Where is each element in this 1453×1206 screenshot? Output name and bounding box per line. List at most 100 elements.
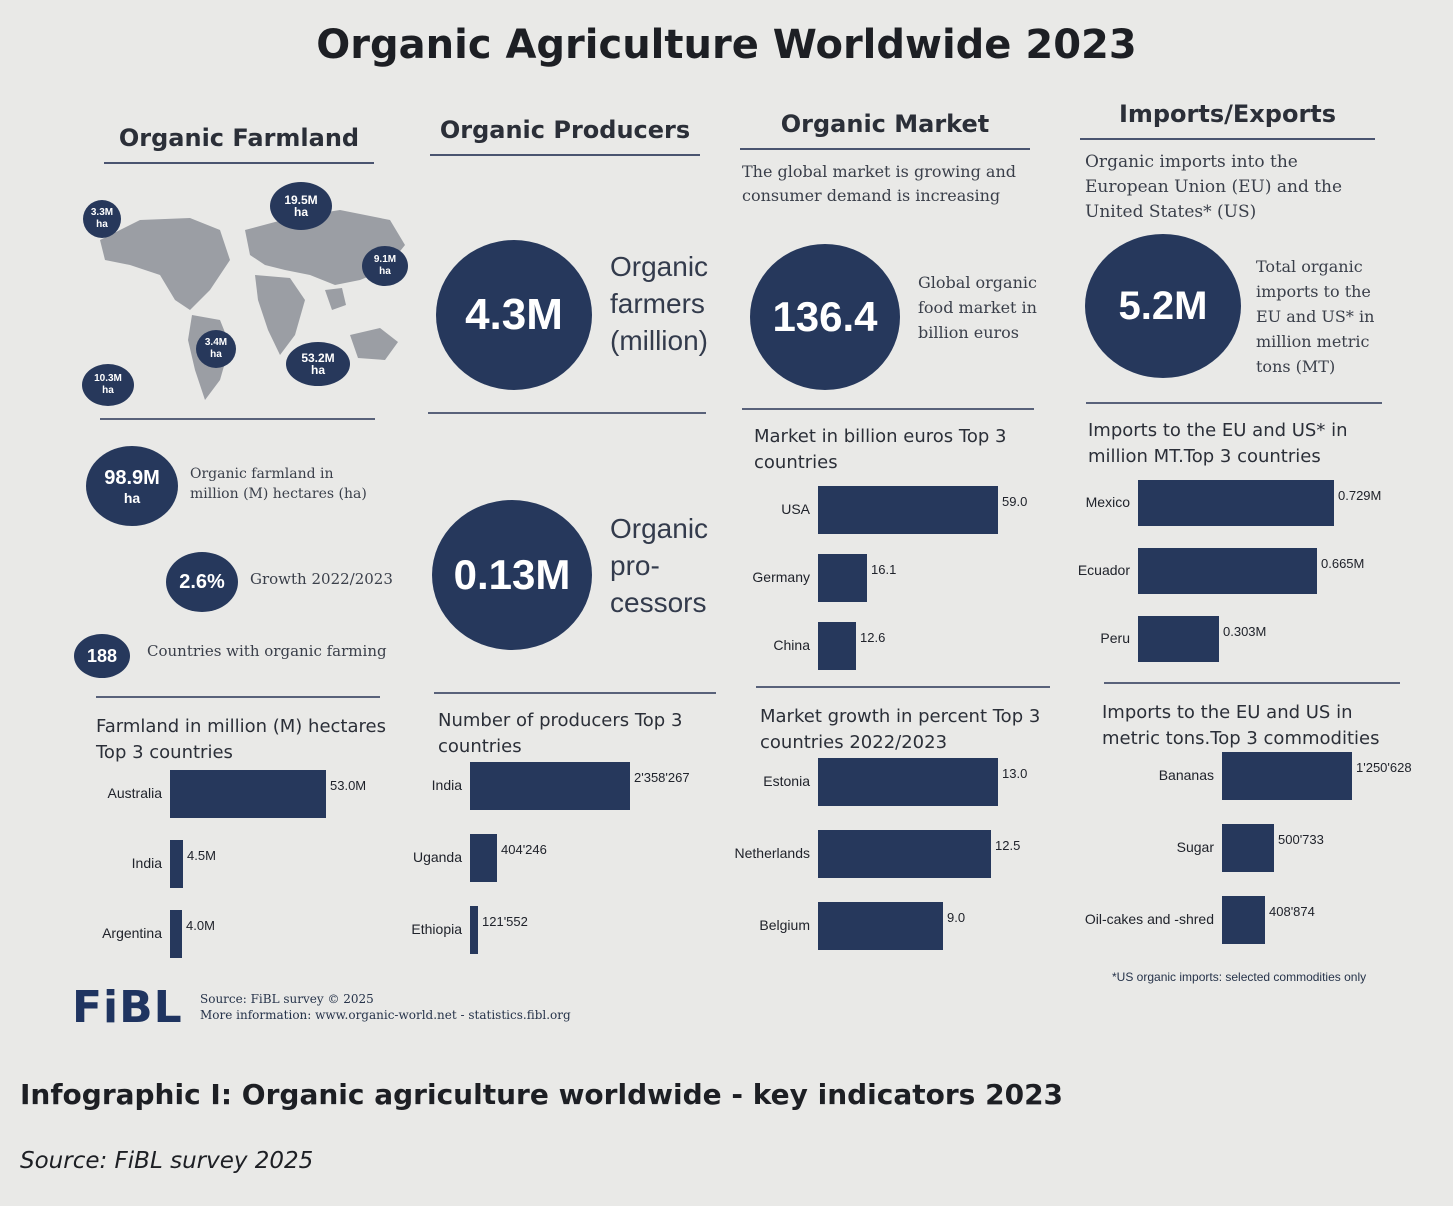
source-line-1: Source: FiBL survey © 2025 bbox=[200, 992, 374, 1006]
bar bbox=[818, 758, 998, 806]
bar-label: Estonia bbox=[763, 773, 810, 789]
market-top3-chart: USA 59.0 Germany 16.1 China 12.6 bbox=[740, 486, 1050, 686]
bar-value-label: 500'733 bbox=[1278, 832, 1324, 847]
bar-label: Germany bbox=[752, 569, 810, 585]
bar-label: Ecuador bbox=[1077, 562, 1130, 578]
bar-value-label: 4.5M bbox=[187, 848, 216, 863]
bar-value-label: 0.665M bbox=[1321, 556, 1365, 571]
bar-value-label: 1'250'628 bbox=[1356, 760, 1412, 775]
fibl-logo: FiBL bbox=[72, 982, 183, 1033]
source-line-2: More information: www.organic-world.net … bbox=[200, 1008, 571, 1022]
farmers-label: Organic farmers (million) bbox=[610, 251, 709, 356]
bar-value-label: 4.0M bbox=[186, 918, 215, 933]
bar-label: Uganda bbox=[412, 849, 462, 865]
countries-badge: 188 bbox=[74, 634, 130, 678]
bar bbox=[170, 840, 183, 888]
bar bbox=[818, 902, 943, 950]
bar-value-label: 121'552 bbox=[482, 914, 528, 929]
bar bbox=[470, 906, 478, 954]
market-intro: The global market is growing and consume… bbox=[742, 162, 1017, 205]
bar-label: China bbox=[773, 637, 810, 653]
bar-value-label: 0.729M bbox=[1338, 488, 1382, 503]
divider bbox=[1104, 682, 1400, 684]
bar-label: Oil-cakes and -shred bbox=[1084, 911, 1214, 927]
bar bbox=[470, 834, 497, 882]
commodities-top3-chart: Bananas 1'250'628 Sugar 500'733 Oil-cakes an… bbox=[1076, 752, 1436, 952]
divider bbox=[428, 412, 706, 414]
bar bbox=[1138, 480, 1334, 526]
bar-label: USA bbox=[781, 501, 810, 517]
bar bbox=[170, 770, 326, 818]
bar-label: Argentina bbox=[102, 925, 162, 941]
section-farmland-heading: Organic Farmland bbox=[104, 124, 374, 164]
farmland-total-label: Organic farmland in million (M) hectares… bbox=[190, 466, 367, 502]
bar bbox=[470, 762, 630, 810]
bar bbox=[170, 910, 182, 958]
bar-label: Australia bbox=[107, 785, 162, 801]
chart-title: Market growth in percent Top 3 countries… bbox=[760, 706, 1041, 753]
bar-value-label: 53.0M bbox=[330, 778, 367, 793]
farmers-badge: 4.3M bbox=[436, 240, 592, 390]
bar-value-label: 16.1 bbox=[871, 562, 897, 577]
map-bubble-latin-america: 10.3M ha bbox=[82, 364, 134, 406]
growth-badge: 2.6% bbox=[166, 552, 238, 612]
bar bbox=[818, 486, 998, 534]
producers-top3-chart: India 2'358'267 Uganda 404'246 Ethiopia 121'5… bbox=[390, 762, 720, 962]
section-trade-heading: Imports/Exports bbox=[1080, 100, 1375, 140]
trade-label: Total organic imports to the EU and US* … bbox=[1256, 257, 1375, 376]
bar bbox=[1222, 824, 1274, 872]
bar-label: Peru bbox=[1100, 630, 1130, 646]
bar-label: Netherlands bbox=[734, 845, 811, 861]
footnote: *US organic imports: selected commoditie… bbox=[1112, 970, 1367, 984]
bar-label: Bananas bbox=[1158, 767, 1214, 783]
chart-title: Market in billion euros Top 3 countries bbox=[754, 426, 1007, 473]
section-producers-heading: Organic Producers bbox=[430, 116, 700, 156]
growth-top3-chart: Estonia 13.0 Netherlands 12.5 Belgium 9.0 bbox=[720, 758, 1050, 958]
bar-label: Belgium bbox=[759, 917, 810, 933]
bar bbox=[818, 554, 867, 602]
divider bbox=[96, 696, 380, 698]
bar bbox=[818, 830, 991, 878]
map-bubble-europe: 19.5M ha bbox=[270, 182, 332, 230]
divider bbox=[1086, 402, 1382, 404]
bar-label: Ethiopia bbox=[411, 921, 462, 937]
map-bubble-oceania: 53.2M ha bbox=[286, 342, 350, 386]
figure-caption-source: Source: FiBL survey 2025 bbox=[20, 1148, 314, 1174]
map-bubble-north-america: 3.3M ha bbox=[83, 200, 121, 238]
farmland-total-badge: 98.9M ha bbox=[86, 446, 178, 526]
bar bbox=[818, 622, 856, 670]
bar-value-label: 2'358'267 bbox=[634, 770, 690, 785]
chart-title: Number of producers Top 3 countries bbox=[438, 710, 683, 757]
map-bubble-africa: 3.4M ha bbox=[196, 330, 236, 368]
bar-label: Sugar bbox=[1176, 839, 1214, 855]
bar bbox=[1138, 616, 1219, 662]
bar-value-label: 9.0 bbox=[947, 910, 966, 925]
bar-value-label: 59.0 bbox=[1002, 494, 1028, 509]
world-map bbox=[100, 210, 405, 400]
chart-title: Imports to the EU and US* in million MT.… bbox=[1088, 420, 1348, 467]
farmland-top3-chart: Australia 53.0M India 4.5M Argentina 4.0M bbox=[76, 770, 396, 970]
divider bbox=[100, 418, 375, 420]
bar-value-label: 13.0 bbox=[1002, 766, 1028, 781]
bar-value-label: 12.6 bbox=[860, 630, 886, 645]
bar-label: India bbox=[131, 855, 162, 871]
bar bbox=[1138, 548, 1317, 594]
growth-label: Growth 2022/2023 bbox=[250, 570, 393, 588]
section-market-heading: Organic Market bbox=[740, 110, 1030, 150]
divider bbox=[742, 408, 1034, 410]
processors-label: Organic pro- cessors bbox=[610, 513, 709, 618]
divider bbox=[756, 686, 1050, 688]
divider bbox=[434, 692, 716, 694]
trade-badge: 5.2M bbox=[1085, 234, 1241, 378]
market-label: Global organic food market in billion eu… bbox=[918, 273, 1037, 342]
bar-value-label: 12.5 bbox=[995, 838, 1021, 853]
trade-intro: Organic imports into the European Union … bbox=[1085, 152, 1343, 222]
bar bbox=[1222, 752, 1352, 800]
chart-title: Imports to the EU and US in metric tons.… bbox=[1102, 702, 1380, 749]
processors-badge: 0.13M bbox=[432, 500, 592, 650]
bar-value-label: 0.303M bbox=[1223, 624, 1267, 639]
bar-value-label: 408'874 bbox=[1269, 904, 1315, 919]
page-title: Organic Agriculture Worldwide 2023 bbox=[316, 22, 1137, 68]
bar-value-label: 404'246 bbox=[501, 842, 547, 857]
countries-label: Countries with organic farming bbox=[147, 642, 387, 660]
